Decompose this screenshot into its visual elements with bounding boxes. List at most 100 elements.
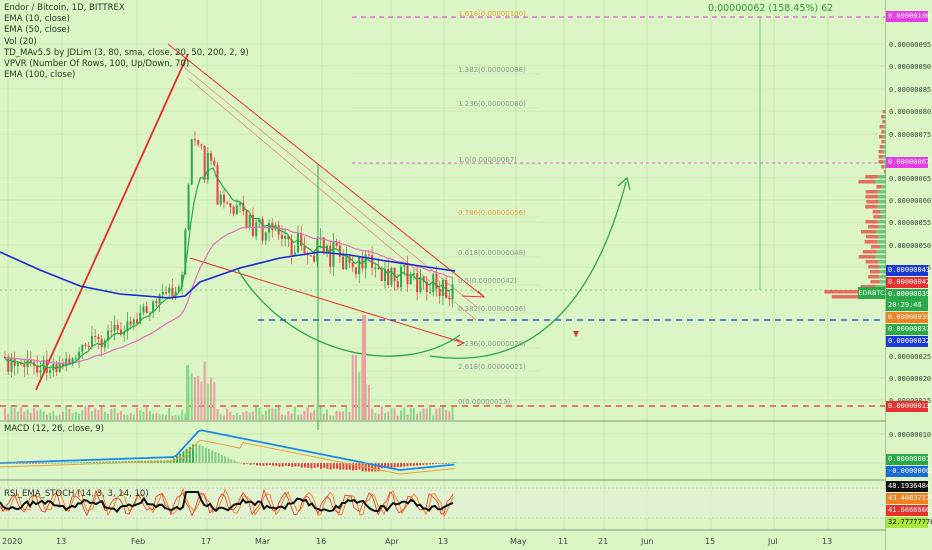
vpvr-bar (884, 110, 886, 114)
rsi-stoch-k-line[interactable] (0, 487, 454, 518)
candle-body (142, 306, 145, 313)
candle-body (184, 229, 187, 275)
vpvr-bar (883, 170, 886, 174)
vpvr-bar (880, 215, 886, 219)
legend-tdma[interactable]: TD_MAv5.5 by JDLim (3, 80, sma, close, 2… (4, 47, 249, 58)
volume-bar (210, 377, 213, 420)
candle-body (103, 340, 106, 348)
vpvr-bar (877, 190, 886, 194)
rsi-stoch-d-line[interactable] (0, 488, 454, 517)
candle-body (161, 291, 164, 295)
vpvr-bar (876, 250, 886, 254)
volume-bar (371, 408, 374, 420)
rsi-line[interactable] (0, 491, 454, 514)
vpvr-bar (875, 255, 886, 259)
symbol-badge: EDRBTC (858, 287, 885, 299)
macd-bar (304, 463, 306, 468)
volume-bar (245, 411, 248, 420)
legend-vol[interactable]: Vol (20) (4, 36, 37, 47)
ema-100-line[interactable] (0, 251, 456, 299)
volume-bar (123, 414, 126, 420)
candle-body (84, 344, 87, 347)
volume-bar (184, 413, 187, 420)
volume-bar (393, 408, 396, 420)
macd-bar (432, 463, 434, 465)
macd-bar (25, 463, 28, 464)
candle-body (200, 144, 203, 146)
candle-body (197, 139, 200, 145)
macd-bar (201, 446, 204, 463)
candle-body (345, 256, 348, 270)
macd-signal-line[interactable] (0, 439, 455, 475)
volume-bar (297, 415, 300, 420)
volume-bar (293, 406, 296, 420)
volume-bar (326, 409, 328, 420)
projection-arrow[interactable] (429, 181, 627, 359)
vpvr-bar (865, 195, 878, 199)
vpvr-bar (877, 235, 886, 239)
legend-ema50[interactable]: EMA (50, close) (4, 25, 70, 36)
volume-bar (345, 406, 348, 420)
macd-bar (438, 463, 441, 464)
legend-ema10[interactable]: EMA (10, close) (4, 14, 70, 25)
legend-ema100[interactable]: EMA (100, close) (4, 70, 76, 81)
ema-50-line[interactable] (3, 226, 452, 364)
macd-bar (73, 462, 76, 464)
volume-bar (290, 413, 293, 420)
candle-body (216, 165, 219, 205)
macd-line[interactable] (0, 429, 455, 471)
bottom-arc[interactable] (237, 269, 461, 357)
macd-bar (256, 463, 258, 466)
volume-bar (168, 407, 171, 420)
volume-bar (435, 408, 438, 420)
candle-body (148, 312, 151, 314)
volume-bar (23, 411, 26, 420)
volume-bar (136, 407, 139, 420)
macd-bar (28, 463, 31, 464)
macd-bar (294, 463, 297, 467)
candle-body (300, 233, 303, 246)
volume-bar (322, 413, 325, 420)
macd-bar (441, 463, 444, 464)
ema-10-line[interactable] (3, 167, 452, 369)
vpvr-bar (877, 195, 886, 199)
fib-label: 0.236(0.00000028) (458, 340, 526, 348)
macd-bar (115, 461, 118, 463)
macd-bar (192, 444, 194, 463)
candle-body (435, 274, 438, 289)
volume-bar (390, 407, 393, 420)
volume-bar (406, 414, 409, 420)
candle-body (287, 235, 290, 240)
vpvr-bar (876, 185, 883, 189)
volume-bar (377, 413, 380, 420)
volume-bar (103, 411, 106, 420)
volume-bar (155, 412, 158, 420)
date-axis-label: Mar (255, 537, 271, 546)
rsi-pane-label[interactable]: RSI_EMA_STOCH (14, 3, 3, 14, 10) (4, 489, 149, 499)
candle-body (419, 276, 422, 293)
vpvr-bar (865, 190, 878, 194)
vpvr-bar (881, 165, 885, 169)
macd-bar (272, 463, 274, 466)
legend-vpvr[interactable]: VPVR (Number Of Rows, 100, Up/Down, 70) (4, 59, 190, 70)
candle-body (126, 321, 129, 332)
macd-pane-label[interactable]: MACD (12, 26, close, 9) (4, 424, 104, 434)
candle-body (119, 329, 122, 335)
vpvr-bar (879, 145, 884, 149)
macd-bar (313, 463, 316, 468)
vpvr-bar (881, 130, 885, 134)
candle-body (316, 239, 319, 262)
fib-label: 1.382(0.00000088) (458, 66, 526, 74)
macd-bar (112, 461, 114, 463)
volume-bar (206, 383, 209, 420)
macd-bar (275, 463, 278, 466)
vpvr-bar (868, 275, 879, 279)
vpvr-bar (878, 200, 886, 204)
volume-bar (409, 407, 412, 420)
macd-bar (268, 463, 271, 466)
macd-bar (220, 454, 223, 463)
macd-bar (259, 463, 262, 466)
macd-bar (428, 463, 431, 465)
candle-body (171, 287, 174, 299)
